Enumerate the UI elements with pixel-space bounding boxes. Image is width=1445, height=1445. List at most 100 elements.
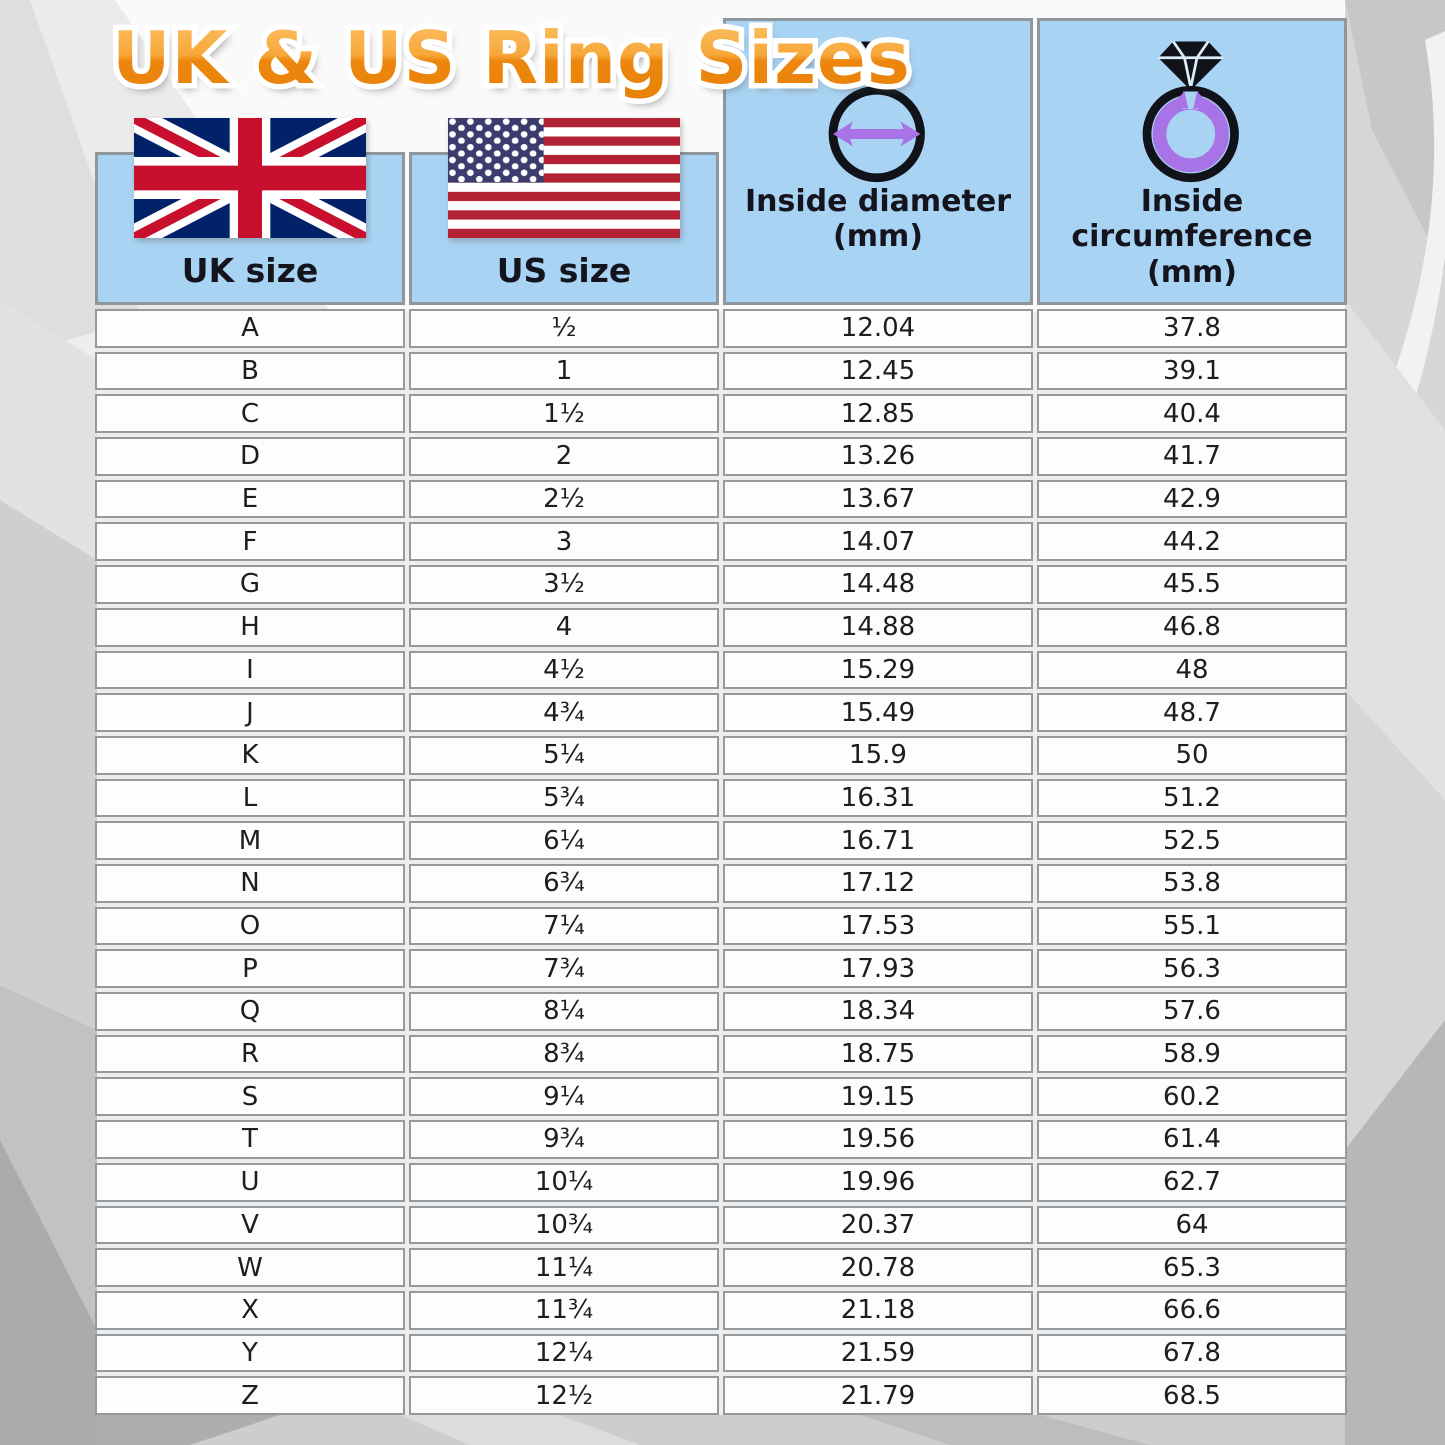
inside-diameter-cell: 14.88 xyxy=(723,607,1033,647)
inside-circumference-cell: 56.3 xyxy=(1037,949,1347,989)
inside-circumference-cell: 52.5 xyxy=(1037,821,1347,860)
us-size-cell: 4¾ xyxy=(409,693,719,732)
header-inside-circumference-label: Inside circumference (mm) xyxy=(1071,184,1313,290)
inside-circumference-cell: 67.8 xyxy=(1037,1333,1347,1373)
header-inside-diameter-label: Inside diameter (mm) xyxy=(744,184,1011,255)
us-size-cell: 7¼ xyxy=(409,906,719,946)
uk-size-cell: A xyxy=(95,309,405,348)
page-title: UK & US Ring Sizes UK & US Ring Sizes xyxy=(107,11,916,106)
us-size-cell: 9¾ xyxy=(409,1120,719,1159)
table-header-row: UK size xyxy=(95,18,1347,305)
header-uk-size: UK size xyxy=(95,118,405,305)
uk-flag-icon xyxy=(134,118,366,238)
inside-diameter-cell: 17.93 xyxy=(723,949,1033,989)
page-title-outline: UK & US Ring Sizes xyxy=(107,11,916,106)
inside-diameter-cell: 14.48 xyxy=(723,565,1033,604)
us-size-cell: 5¼ xyxy=(409,735,719,775)
uk-size-cell: B xyxy=(95,351,405,391)
inside-diameter-cell: 21.18 xyxy=(723,1290,1033,1330)
inside-diameter-cell: 19.15 xyxy=(723,1077,1033,1117)
header-inside-circumference: Inside circumference (mm) xyxy=(1037,18,1347,305)
inside-diameter-cell: 14.07 xyxy=(723,522,1033,562)
uk-size-cell: P xyxy=(95,949,405,989)
inside-circumference-cell: 57.6 xyxy=(1037,992,1347,1031)
header-us-size: US size xyxy=(409,118,719,305)
uk-size-cell: N xyxy=(95,863,405,903)
inside-diameter-cell: 13.26 xyxy=(723,437,1033,476)
inside-circumference-cell: 42.9 xyxy=(1037,479,1347,519)
uk-size-cell: X xyxy=(95,1290,405,1330)
uk-size-cell: R xyxy=(95,1034,405,1074)
inside-diameter-cell: 18.34 xyxy=(723,992,1033,1031)
uk-size-cell: I xyxy=(95,650,405,690)
uk-size-cell: Z xyxy=(95,1376,405,1415)
inside-circumference-cell: 60.2 xyxy=(1037,1077,1347,1117)
inside-circumference-cell: 62.7 xyxy=(1037,1162,1347,1202)
us-size-cell: 12½ xyxy=(409,1376,719,1415)
inside-diameter-cell: 12.04 xyxy=(723,309,1033,348)
us-size-cell: ½ xyxy=(409,309,719,348)
inside-circumference-cell: 45.5 xyxy=(1037,565,1347,604)
inside-circumference-cell: 46.8 xyxy=(1037,607,1347,647)
inside-circumference-cell: 65.3 xyxy=(1037,1248,1347,1287)
uk-size-cell: S xyxy=(95,1077,405,1117)
us-size-cell: 2½ xyxy=(409,479,719,519)
us-size-cell: 6¾ xyxy=(409,863,719,903)
inside-diameter-cell: 16.31 xyxy=(723,778,1033,818)
us-size-cell: 3½ xyxy=(409,565,719,604)
inside-diameter-cell: 12.85 xyxy=(723,394,1033,434)
uk-size-cell: E xyxy=(95,479,405,519)
uk-size-cell: Y xyxy=(95,1333,405,1373)
inside-circumference-cell: 64 xyxy=(1037,1205,1347,1245)
inside-circumference-cell: 44.2 xyxy=(1037,522,1347,562)
us-size-cell: 12¼ xyxy=(409,1333,719,1373)
header-inside-diameter: Inside diameter (mm) xyxy=(723,18,1033,305)
inside-diameter-cell: 20.37 xyxy=(723,1205,1033,1245)
inside-diameter-cell: 12.45 xyxy=(723,351,1033,391)
inside-circumference-cell: 58.9 xyxy=(1037,1034,1347,1074)
uk-size-cell: O xyxy=(95,906,405,946)
us-size-cell: 10¾ xyxy=(409,1205,719,1245)
uk-size-cell: T xyxy=(95,1120,405,1159)
us-size-cell: 8¼ xyxy=(409,992,719,1031)
inside-circumference-cell: 48.7 xyxy=(1037,693,1347,732)
inside-circumference-cell: 41.7 xyxy=(1037,437,1347,476)
us-size-cell: 3 xyxy=(409,522,719,562)
uk-size-cell: W xyxy=(95,1248,405,1287)
us-size-cell: 4½ xyxy=(409,650,719,690)
inside-circumference-cell: 55.1 xyxy=(1037,906,1347,946)
uk-size-cell: J xyxy=(95,693,405,732)
us-size-cell: 10¼ xyxy=(409,1162,719,1202)
inside-circumference-cell: 39.1 xyxy=(1037,351,1347,391)
inside-diameter-cell: 13.67 xyxy=(723,479,1033,519)
us-size-cell: 8¾ xyxy=(409,1034,719,1074)
header-us-size-label: US size xyxy=(496,251,632,290)
us-size-cell: 2 xyxy=(409,437,719,476)
inside-diameter-cell: 16.71 xyxy=(723,821,1033,860)
ring-diameter-icon xyxy=(828,40,925,183)
us-size-cell: 1 xyxy=(409,351,719,391)
header-uk-size-label: UK size xyxy=(181,251,319,290)
inside-diameter-cell: 15.9 xyxy=(723,735,1033,775)
inside-circumference-cell: 50 xyxy=(1037,735,1347,775)
us-size-cell: 7¾ xyxy=(409,949,719,989)
inside-circumference-cell: 61.4 xyxy=(1037,1120,1347,1159)
uk-size-cell: U xyxy=(95,1162,405,1202)
ring-size-table: UK size xyxy=(95,18,1347,1415)
inside-diameter-cell: 19.96 xyxy=(723,1162,1033,1202)
inside-diameter-cell: 19.56 xyxy=(723,1120,1033,1159)
us-size-cell: 4 xyxy=(409,607,719,647)
inside-diameter-cell: 21.59 xyxy=(723,1333,1033,1373)
uk-size-cell: C xyxy=(95,394,405,434)
inside-circumference-cell: 66.6 xyxy=(1037,1290,1347,1330)
inside-diameter-cell: 18.75 xyxy=(723,1034,1033,1074)
inside-diameter-cell: 17.12 xyxy=(723,863,1033,903)
page-title-fill: UK & US Ring Sizes xyxy=(112,16,911,100)
uk-size-cell: Q xyxy=(95,992,405,1031)
inside-diameter-cell: 17.53 xyxy=(723,906,1033,946)
inside-circumference-cell: 53.8 xyxy=(1037,863,1347,903)
us-flag-icon xyxy=(448,118,680,238)
us-size-cell: 1½ xyxy=(409,394,719,434)
uk-size-cell: G xyxy=(95,565,405,604)
